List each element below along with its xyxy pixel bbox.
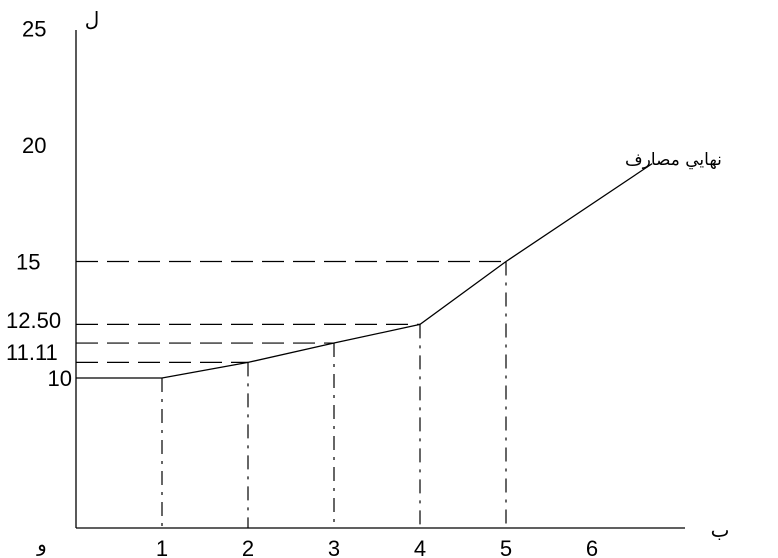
y-tick-label: 11.11	[6, 340, 58, 365]
x-tick-label: 6	[586, 536, 598, 558]
x-tick-label: 4	[414, 536, 426, 558]
y-tick-label: 20	[22, 133, 46, 158]
series-label: نهایي مصارف	[625, 150, 722, 170]
series-line	[76, 163, 653, 379]
x-tick-label: 5	[500, 536, 512, 558]
origin-label: و	[36, 532, 47, 556]
y-tick-label: 10	[48, 366, 72, 391]
x-axis-label: ب	[711, 518, 730, 542]
x-tick-label: 3	[328, 536, 340, 558]
x-tick-label: 2	[242, 536, 254, 558]
axes	[75, 30, 685, 529]
y-axis-label: ل	[85, 7, 100, 31]
series-group	[76, 163, 653, 379]
y-tick-label: 12.50	[6, 308, 61, 333]
x-tick-label: 1	[156, 536, 168, 558]
y-tick-label: 25	[22, 17, 46, 42]
guide-lines	[76, 260, 507, 528]
y-tick-label: 15	[16, 250, 40, 275]
